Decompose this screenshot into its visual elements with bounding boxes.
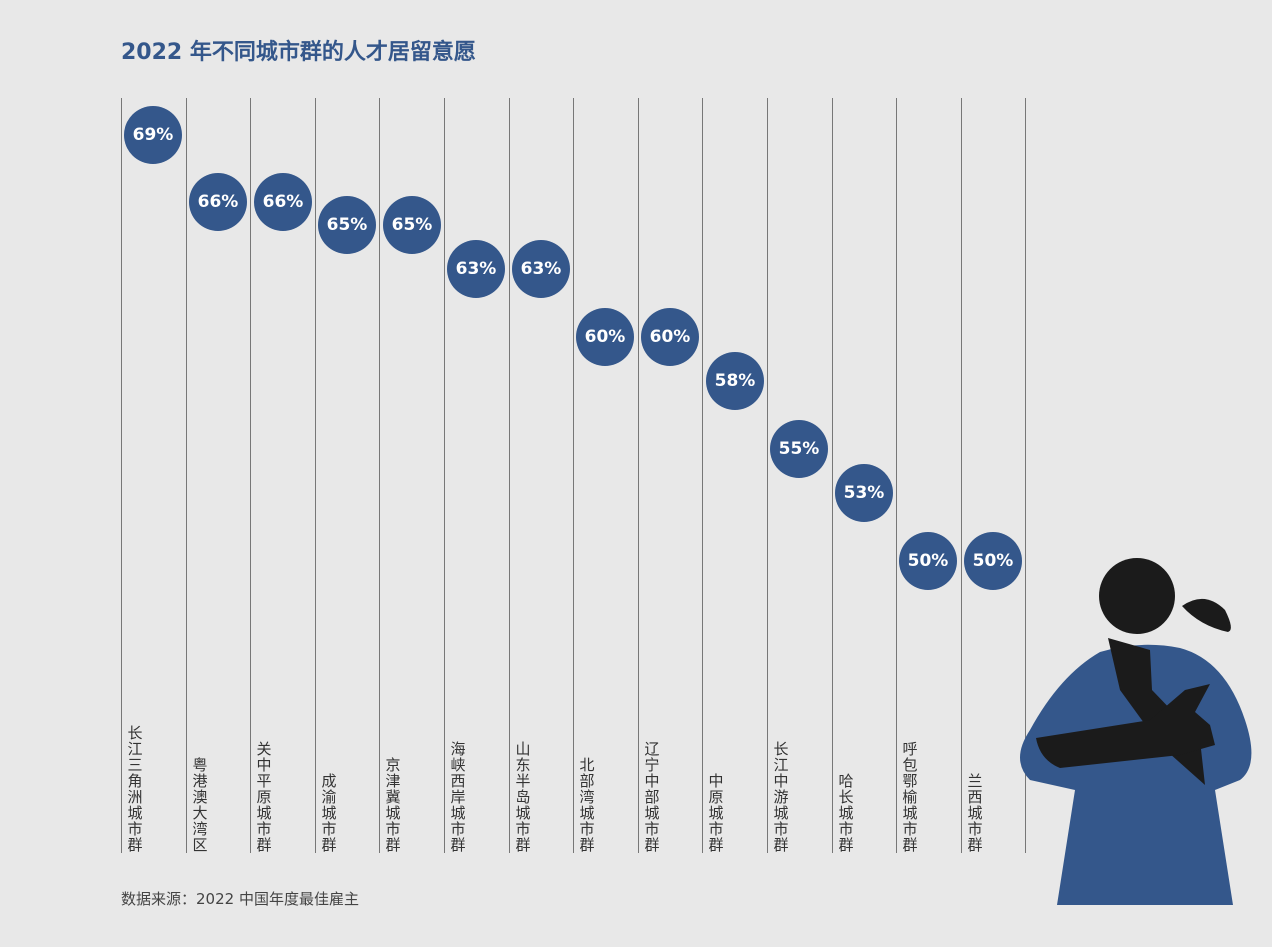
chart-title: 2022 年不同城市群的人才居留意愿 — [121, 40, 476, 65]
value-bubble: 55% — [770, 420, 828, 478]
column-divider — [315, 98, 316, 853]
column-divider — [961, 98, 962, 853]
column-divider — [702, 98, 703, 853]
value-bubble: 53% — [835, 464, 893, 522]
column-divider — [250, 98, 251, 853]
value-bubble: 63% — [447, 240, 505, 298]
value-bubble: 50% — [964, 532, 1022, 590]
column-divider — [1025, 98, 1026, 853]
value-bubble: 66% — [189, 173, 247, 231]
value-bubble: 65% — [383, 196, 441, 254]
value-bubble: 65% — [318, 196, 376, 254]
ponytail — [1182, 598, 1231, 632]
column-divider — [767, 98, 768, 853]
value-bubble: 60% — [576, 308, 634, 366]
category-label: 兰西城市群 — [967, 772, 983, 854]
arm-right — [1036, 684, 1215, 768]
category-label: 哈长城市群 — [838, 772, 854, 854]
column-divider — [121, 98, 122, 853]
column-divider — [573, 98, 574, 853]
value-bubble: 58% — [706, 352, 764, 410]
category-label: 关中平原城市群 — [256, 740, 272, 854]
category-label: 中原城市群 — [708, 772, 724, 854]
category-label: 成渝城市群 — [321, 772, 337, 854]
column-divider — [186, 98, 187, 853]
column-divider — [638, 98, 639, 853]
value-bubble: 66% — [254, 173, 312, 231]
value-bubble: 69% — [124, 106, 182, 164]
category-label: 呼包鄂榆城市群 — [902, 740, 918, 854]
column-divider — [444, 98, 445, 853]
category-label: 辽宁中部城市群 — [644, 740, 660, 854]
head — [1099, 558, 1175, 634]
data-source: 数据来源：2022 中国年度最佳雇主 — [121, 890, 359, 908]
value-bubble: 50% — [899, 532, 957, 590]
column-divider — [896, 98, 897, 853]
column-divider — [832, 98, 833, 853]
category-label: 海峡西岸城市群 — [450, 740, 466, 854]
category-label: 北部湾城市群 — [579, 756, 595, 854]
category-label: 山东半岛城市群 — [515, 740, 531, 854]
category-label: 粤港澳大湾区 — [192, 756, 208, 854]
value-bubble: 63% — [512, 240, 570, 298]
category-label: 长江中游城市群 — [773, 740, 789, 854]
category-label: 长江三角洲城市群 — [127, 724, 143, 854]
value-bubble: 60% — [641, 308, 699, 366]
column-divider — [509, 98, 510, 853]
category-label: 京津冀城市群 — [385, 756, 401, 854]
column-divider — [379, 98, 380, 853]
